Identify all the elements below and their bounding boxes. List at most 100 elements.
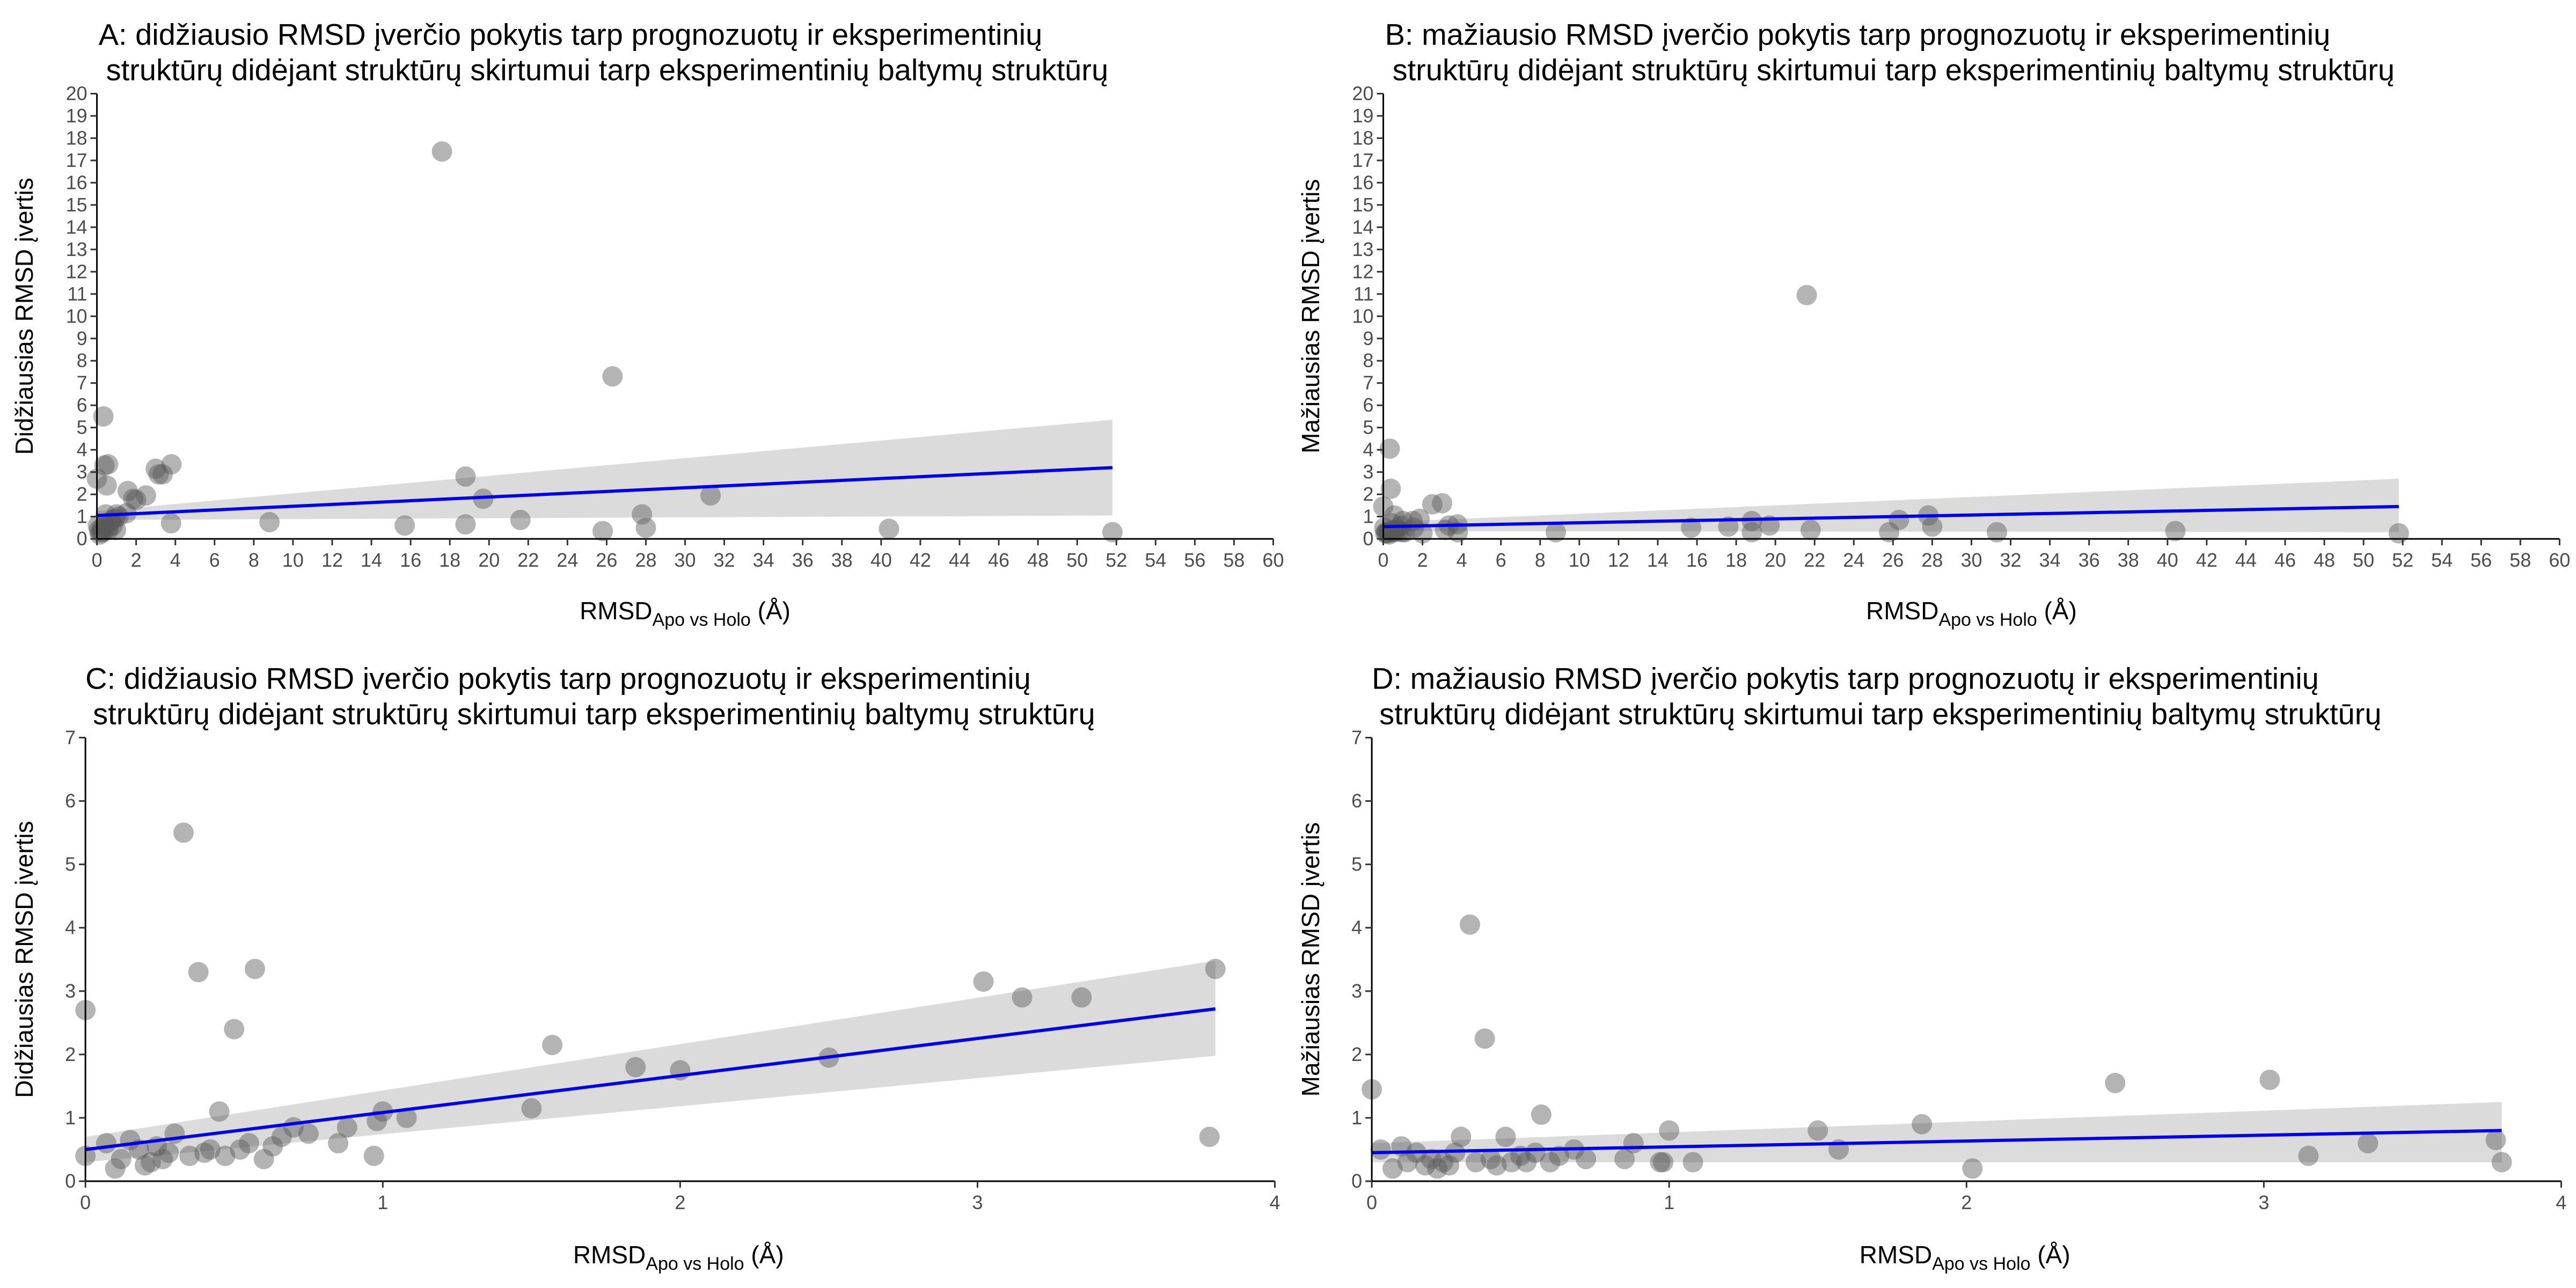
y-tick-label: 17	[1352, 149, 1374, 171]
y-tick-label: 6	[1351, 790, 1362, 812]
x-tick-label: 28	[635, 549, 656, 571]
data-point	[1445, 1142, 1466, 1163]
data-point	[135, 485, 156, 506]
data-point	[635, 517, 656, 538]
y-axis-label: Mažiausias RMSD įvertis	[1297, 179, 1324, 453]
x-tick-label: 54	[2431, 549, 2453, 571]
data-point	[1741, 522, 1762, 543]
x-tick-label: 40	[2157, 549, 2178, 571]
x-tick-label: 60	[1262, 549, 1284, 571]
data-point	[93, 406, 114, 427]
x-tick-label: 4	[1269, 1191, 1280, 1213]
data-point	[1741, 510, 1762, 531]
x-tick-label: 2	[131, 549, 142, 571]
data-point	[230, 1139, 251, 1160]
x-axis-label: RMSDApo vs Holo (Å)	[1866, 597, 2077, 630]
data-point	[298, 1123, 319, 1144]
data-point	[2298, 1145, 2319, 1166]
chart-c: C: didžiausio RMSD įverčio pokytis tarp …	[10, 661, 1280, 1274]
y-tick-label: 9	[77, 327, 87, 349]
x-tick-label: 0	[92, 549, 103, 571]
data-point	[173, 822, 194, 843]
x-tick-label: 50	[2353, 549, 2374, 571]
data-point	[542, 1035, 563, 1056]
data-point	[262, 1136, 283, 1157]
data-point	[2165, 521, 2186, 541]
data-point	[1807, 1120, 1828, 1141]
x-tick-label: 32	[2000, 549, 2022, 571]
data-point	[1546, 522, 1567, 543]
y-tick-label: 10	[1352, 305, 1374, 327]
data-point	[602, 366, 623, 387]
y-tick-label: 20	[66, 82, 87, 104]
y-tick-label: 2	[77, 483, 87, 505]
x-tick-label: 34	[2039, 549, 2061, 571]
y-tick-label: 1	[77, 506, 87, 528]
x-tick-label: 30	[1960, 549, 1982, 571]
data-point	[179, 1145, 200, 1166]
y-tick-label: 5	[1351, 853, 1362, 875]
x-tick-label: 8	[248, 549, 259, 571]
data-point	[1403, 517, 1424, 538]
x-tick-label: 46	[2274, 549, 2296, 571]
data-point	[521, 1098, 542, 1119]
y-tick-label: 6	[1363, 394, 1374, 416]
x-tick-label: 1	[377, 1191, 388, 1213]
x-tick-label: 50	[1066, 549, 1088, 571]
x-tick-label: 18	[1725, 549, 1747, 571]
y-tick-label: 1	[1363, 506, 1374, 528]
panel-b: B: mažiausio RMSD įverčio pokytis tarp p…	[1288, 0, 2576, 644]
x-tick-label: 60	[2549, 549, 2570, 571]
x-tick-label: 1	[1664, 1191, 1674, 1213]
data-point	[1205, 958, 1226, 979]
data-point	[1549, 1145, 1570, 1166]
data-point	[2491, 1152, 2512, 1173]
data-point	[152, 1148, 173, 1169]
data-point	[224, 1019, 245, 1040]
x-tick-label: 16	[400, 549, 421, 571]
x-tick-label: 58	[1223, 549, 1245, 571]
data-point	[1879, 522, 1900, 543]
panel-a: A: didžiausio RMSD įverčio pokytis tarp …	[0, 0, 1288, 644]
data-point	[1381, 513, 1402, 534]
data-point	[879, 518, 899, 539]
x-tick-label: 20	[478, 549, 500, 571]
data-point	[592, 521, 613, 541]
y-tick-label: 3	[77, 461, 87, 483]
data-point	[87, 515, 108, 536]
data-point	[1480, 1148, 1501, 1169]
x-tick-label: 32	[714, 549, 735, 571]
y-tick-label: 4	[1363, 438, 1374, 460]
data-point	[1433, 1152, 1454, 1173]
data-point	[700, 485, 721, 506]
data-point	[94, 515, 115, 536]
data-point	[1889, 509, 1909, 530]
x-tick-label: 18	[439, 549, 460, 571]
data-point	[1659, 1120, 1680, 1141]
y-tick-label: 3	[1351, 980, 1362, 1002]
data-point	[135, 1155, 155, 1176]
data-point	[161, 454, 182, 475]
data-point	[96, 1133, 116, 1154]
y-tick-label: 6	[65, 790, 76, 812]
chart-title: B: mažiausio RMSD įverčio pokytis tarp p…	[1385, 17, 2395, 86]
x-tick-label: 44	[2235, 549, 2257, 571]
x-tick-label: 6	[209, 549, 220, 571]
data-point	[1422, 494, 1443, 515]
data-point	[1962, 1158, 1983, 1179]
data-point	[1012, 987, 1033, 1008]
y-tick-label: 9	[1363, 327, 1374, 349]
x-tick-label: 4	[2556, 1191, 2566, 1213]
x-tick-label: 20	[1765, 549, 1786, 571]
y-tick-label: 3	[65, 980, 76, 1002]
data-point	[141, 1152, 162, 1173]
confidence-band	[97, 420, 1113, 520]
data-point	[194, 1142, 215, 1163]
data-point	[108, 506, 129, 527]
x-tick-label: 30	[675, 549, 696, 571]
data-point	[1451, 1126, 1472, 1147]
data-point	[1427, 1158, 1448, 1179]
confidence-band	[1383, 479, 2399, 532]
regression-line	[1372, 1129, 2502, 1154]
data-point	[1387, 518, 1408, 539]
